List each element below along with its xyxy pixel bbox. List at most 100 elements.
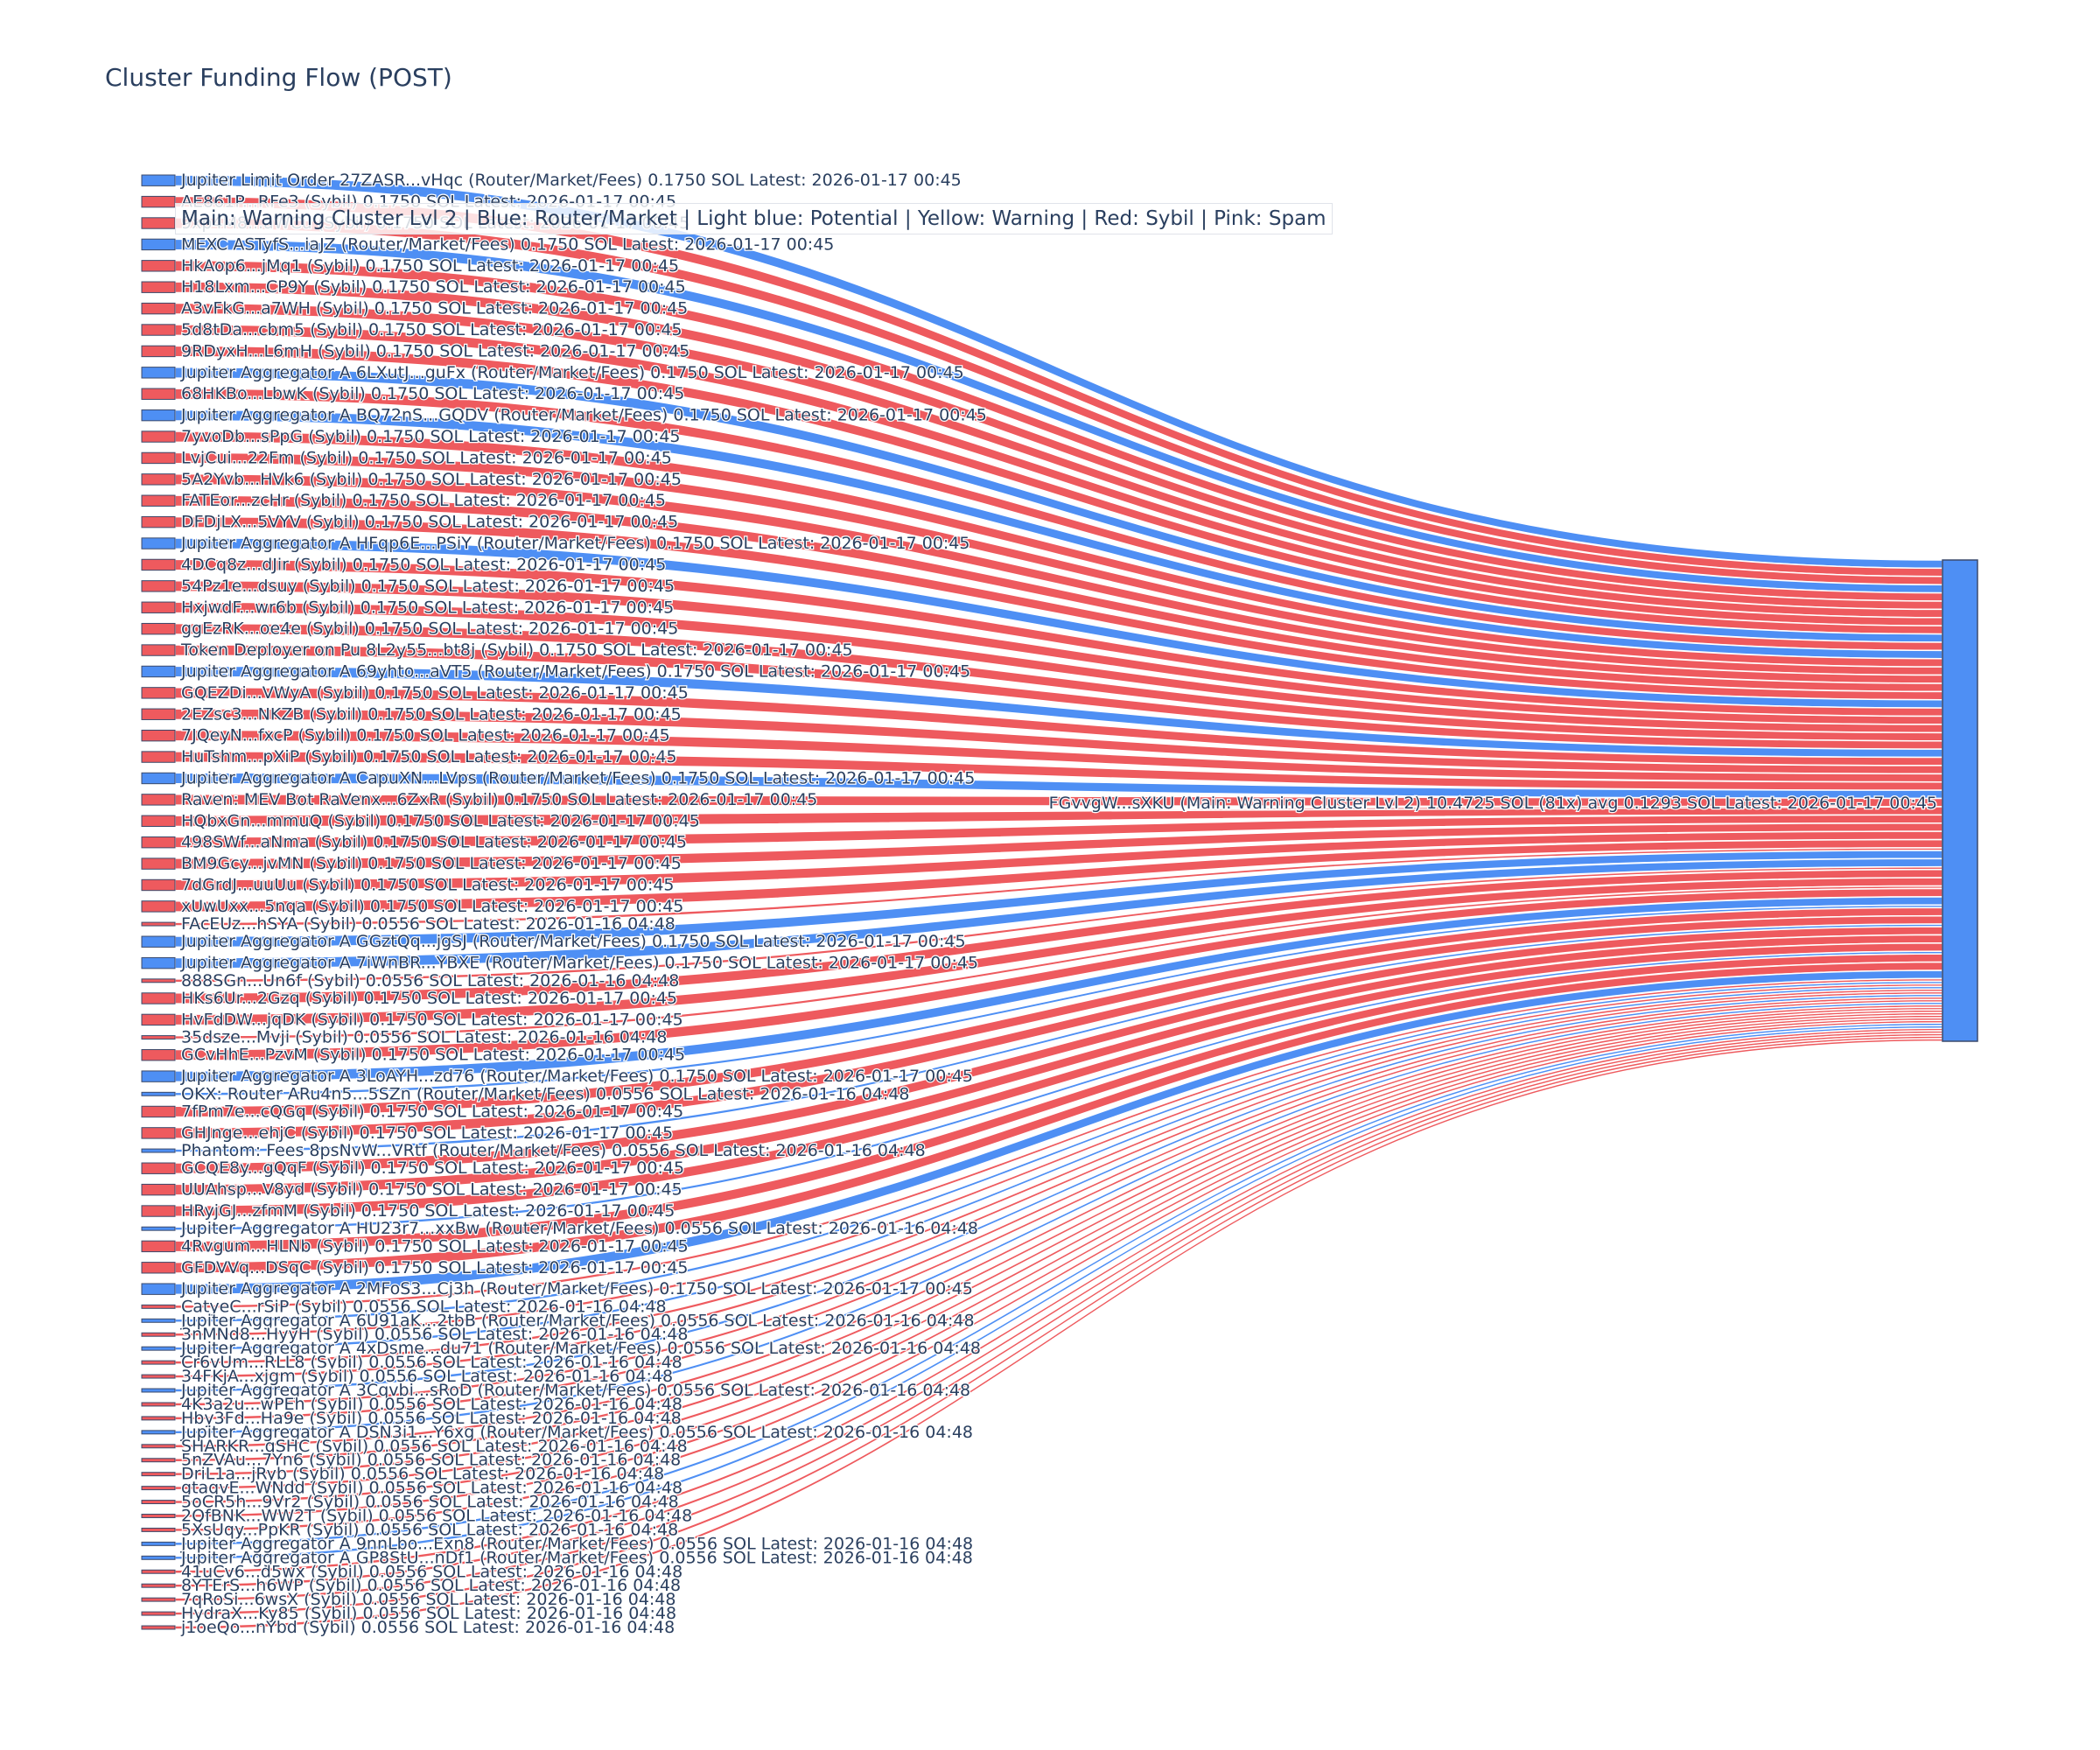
source-node[interactable] [141,794,176,806]
source-node[interactable] [141,644,176,656]
source-node[interactable] [141,345,176,358]
source-node[interactable] [141,1486,176,1491]
source-node[interactable] [141,1070,176,1082]
source-node[interactable] [141,956,176,970]
source-node[interactable] [141,174,176,186]
source-node[interactable] [141,324,176,336]
source-node[interactable] [141,1240,176,1253]
source-node[interactable] [141,1318,176,1323]
source-node-label: DriL1a...jRyb (Sybil) 0.0556 SOL Latest:… [181,1465,664,1484]
source-node[interactable] [141,1458,176,1463]
source-node-label: 888SGn...Un6f (Sybil) 0.0556 SOL Latest:… [181,971,679,990]
source-node[interactable] [141,1091,176,1096]
source-node-label: 5A2Yvb...HVk6 (Sybil) 0.1750 SOL Latest:… [181,470,682,489]
source-node[interactable] [141,1555,176,1560]
source-node-label: Jupiter Aggregator A 4xDsme...du71 (Rout… [180,1339,981,1358]
source-node[interactable] [141,1049,176,1061]
source-node[interactable] [141,1402,176,1407]
source-node[interactable] [141,1472,176,1477]
sankey-labels: Jupiter Limit Order 27ZASR...vHqc (Route… [179,170,1939,1638]
source-node[interactable] [141,1226,176,1231]
source-node-label: Jupiter Aggregator A GGztQq...jgSJ (Rout… [180,932,966,951]
source-node-label: 41uCv6...d5wx (Sybil) 0.0556 SOL Latest:… [181,1562,682,1581]
source-node[interactable] [141,1569,176,1574]
source-node-label: gtaqvE...WNdd (Sybil) 0.0556 SOL Latest:… [181,1479,682,1498]
source-node[interactable] [141,195,176,208]
source-node[interactable] [141,665,176,678]
source-node[interactable] [141,558,176,571]
source-node[interactable] [141,452,176,465]
source-node[interactable] [141,1500,176,1505]
source-node[interactable] [141,494,176,507]
source-node[interactable] [141,580,176,592]
source-node[interactable] [141,217,176,229]
source-node[interactable] [141,900,176,913]
source-node[interactable] [141,1527,176,1532]
source-node[interactable] [141,515,176,528]
source-node[interactable] [141,751,176,763]
source-node[interactable] [141,1597,176,1602]
source-node-label: Jupiter Aggregator A DSN3i1...Y6xg (Rout… [180,1423,973,1442]
source-node[interactable] [141,1283,176,1295]
source-node[interactable] [141,1105,176,1118]
source-node-label: HxjwdF...wr6b (Sybil) 0.1750 SOL Latest:… [181,598,674,617]
source-node[interactable] [141,409,176,422]
source-node-label: A3vFkG...a7WH (Sybil) 0.1750 SOL Latest:… [181,299,688,318]
source-node[interactable] [141,1162,176,1174]
source-node[interactable] [141,1611,176,1616]
source-node[interactable] [141,281,176,293]
source-node[interactable] [141,858,176,870]
source-node[interactable] [141,815,176,827]
source-node[interactable] [141,238,176,251]
source-node[interactable] [141,1346,176,1351]
source-node[interactable] [141,836,176,849]
source-node[interactable] [141,1444,176,1449]
source-node[interactable] [141,935,176,948]
source-node[interactable] [141,729,176,742]
source-node[interactable] [141,430,176,443]
source-node[interactable] [141,772,176,785]
source-node[interactable] [141,1416,176,1421]
source-node[interactable] [141,367,176,379]
source-node[interactable] [141,1430,176,1435]
source-node[interactable] [141,1332,176,1337]
source-node-label: HuTshm...pXiP (Sybil) 0.1750 SOL Latest:… [181,747,677,766]
source-node-label: 4Rvgum...HLNb (Sybil) 0.1750 SOL Latest:… [181,1236,689,1256]
source-node[interactable] [141,708,176,720]
source-node[interactable] [141,1388,176,1393]
source-node[interactable] [141,1583,176,1588]
source-node[interactable] [141,992,176,1004]
source-node[interactable] [141,1625,176,1630]
source-node-label: HkAop6...jMq1 (Sybil) 0.1750 SOL Latest:… [181,256,679,276]
source-node[interactable] [141,1360,176,1365]
source-node[interactable] [141,260,176,272]
source-node[interactable] [141,1374,176,1379]
source-node-label: DFDjLX...5VYV (Sybil) 0.1750 SOL Latest:… [181,513,678,532]
source-node-label: Hby3Fd...Ha9e (Sybil) 0.0556 SOL Latest:… [181,1409,682,1428]
source-node-label: GHJnge...ehjC (Sybil) 0.1750 SOL Latest:… [181,1124,673,1143]
source-node[interactable] [141,622,176,635]
target-node[interactable] [1942,559,1978,1042]
source-node[interactable] [141,1035,176,1040]
source-node[interactable] [141,1262,176,1274]
source-node[interactable] [141,1541,176,1546]
source-node[interactable] [141,302,176,315]
source-node[interactable] [141,687,176,699]
source-node-label: Phantom: Fees 8psNvW...VRtf (Router/Mark… [181,1141,926,1160]
source-node[interactable] [141,1148,176,1153]
source-node[interactable] [141,1205,176,1217]
source-node[interactable] [141,388,176,400]
source-node[interactable] [141,1013,176,1026]
source-node[interactable] [141,601,176,613]
source-node[interactable] [141,978,176,984]
source-node[interactable] [141,1127,176,1139]
source-node[interactable] [141,1183,176,1196]
source-node[interactable] [141,1304,176,1309]
source-node[interactable] [141,921,176,927]
source-node-label: HydraX...Ky85 (Sybil) 0.0556 SOL Latest:… [181,1604,676,1623]
source-node[interactable] [141,1514,176,1518]
source-node[interactable] [141,537,176,550]
source-node[interactable] [141,473,176,486]
source-node[interactable] [141,878,176,892]
